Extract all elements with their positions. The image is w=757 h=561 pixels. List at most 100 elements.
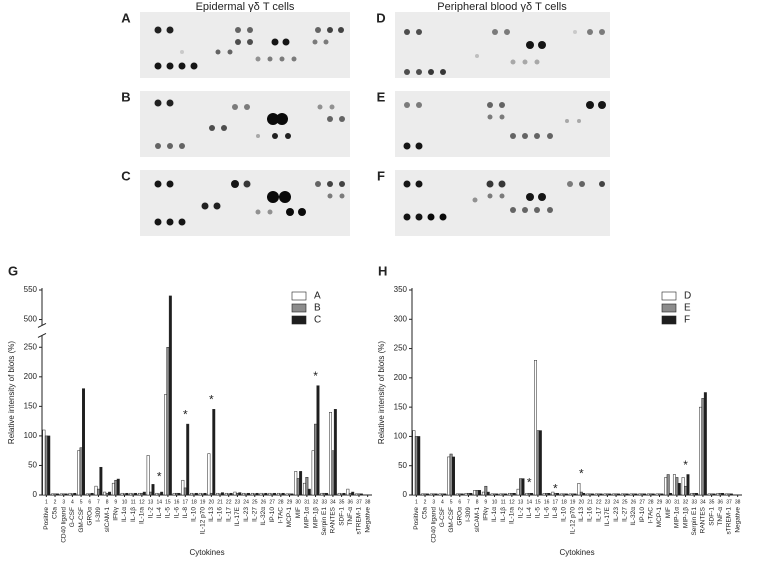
bar [114,479,118,496]
blot-spot [475,54,479,58]
x-tick-label: Positive [413,507,420,530]
bar [640,493,644,496]
category-number: 2 [424,499,427,505]
category-number: 29 [287,499,293,505]
x-tick-label: IL-12 p70 [569,507,576,535]
x-tick-label: IL-17E [234,506,241,526]
blot-spot [534,133,540,139]
bar [227,493,231,496]
blot-spot [510,207,516,213]
blot-spot [201,202,209,210]
x-tick-label: GROα [86,507,93,526]
bar [168,295,172,496]
bar [55,493,59,496]
bar [701,398,705,496]
blot-spot [598,101,606,109]
bar [677,483,681,496]
category-number: 38 [735,499,741,505]
blot-spot [235,27,241,33]
x-tick-label: Negative [364,507,371,533]
category-number: 32 [313,499,319,505]
legend-swatch [291,291,307,301]
blot-membrane [395,170,610,236]
bar [429,493,433,496]
category-number: 7 [467,499,470,505]
bar [452,456,455,496]
bar [651,493,655,496]
category-number: 4 [441,499,444,505]
bar [320,492,324,496]
x-tick-label: G-CSF [69,507,76,527]
bar [499,493,503,496]
category-number: 36 [348,499,354,505]
bar [684,485,688,496]
bar [438,493,442,496]
blot-spot [486,180,494,188]
blot-spot [339,193,345,199]
blot-membrane [395,12,610,78]
category-number: 33 [321,499,327,505]
bar [493,493,496,496]
category-number: 33 [691,499,697,505]
bar [70,493,74,496]
blot-membrane [140,91,350,157]
x-tick-label: SDF-1 [338,507,345,526]
blot-spot [323,39,329,45]
blot-spot [255,56,261,62]
bar [285,493,289,496]
blot-membrane [140,12,350,78]
bar [314,423,318,496]
blot-spot [166,99,174,107]
significance-mark: * [527,475,532,489]
x-tick-label: Positive [43,507,50,530]
category-number: 35 [709,499,715,505]
bar [131,493,135,496]
category-number: 17 [183,499,189,505]
bar [270,493,274,496]
bar [255,492,259,496]
bar [351,491,355,496]
bar [88,493,92,496]
bar [443,493,447,496]
bar [617,493,620,496]
bar [273,492,277,496]
y-axis-label: Relative intensity of blots (%) [377,341,386,444]
category-number: 12 [509,499,515,505]
blot-spot [472,197,478,203]
blot-spot [510,133,516,139]
bar [458,493,462,496]
x-tick-label: IL-10 [561,507,568,522]
bar [466,492,470,496]
x-tick-label: G-CSF [439,507,446,527]
bar [288,493,291,496]
x-tick-label: Negative [734,507,741,533]
x-tick-label: CD40 ligand [430,507,437,543]
x-tick-label: MIP-1β [682,507,689,528]
y-tick-label: 550 [24,285,38,294]
legend-label: F [684,315,690,326]
panel-label: H [378,263,387,278]
category-number: 38 [365,499,371,505]
bar [594,493,598,496]
bar [710,493,714,496]
blot-spot [534,207,540,213]
y-tick-label: 50 [398,461,407,470]
bar [507,492,511,496]
bar [253,493,257,496]
x-tick-label: I-TAC [648,507,655,524]
bar [660,493,664,496]
blot-spot [285,133,291,139]
bar [294,471,298,496]
x-tick-label: sICAM-1 [104,507,111,533]
category-number: 24 [613,499,619,505]
bar [203,492,207,496]
bar [495,493,499,496]
bar [447,456,451,496]
y-tick-label: 200 [24,372,38,381]
x-tick-label: Serpin E1 [691,507,698,536]
blot-spot [178,62,186,70]
x-tick-label: IL-12 p70 [199,507,206,535]
bar [469,492,473,496]
bar [603,493,607,496]
